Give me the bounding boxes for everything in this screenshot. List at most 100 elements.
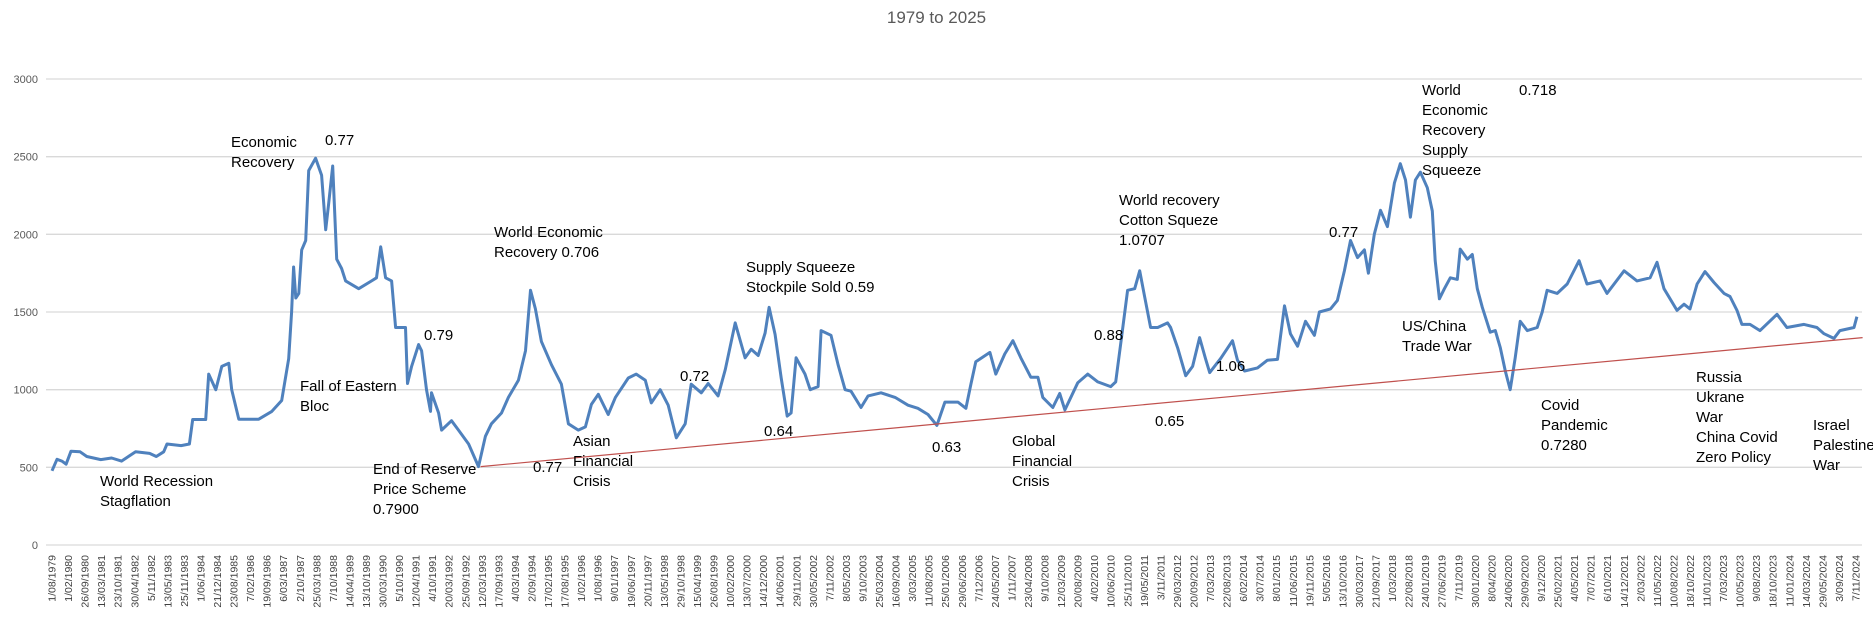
annotation-line: War	[1696, 409, 1723, 426]
x-tick-label: 6/10/2021	[1602, 555, 1614, 602]
x-tick-label: 16/09/2004	[891, 555, 903, 608]
x-tick-label: 27/06/2019	[1437, 555, 1449, 608]
annotation-line: Recovery	[1422, 122, 1486, 139]
x-tick-label: 29/09/2020	[1519, 555, 1531, 608]
x-tick-label: 2/03/2022	[1635, 555, 1647, 602]
x-tick-label: 7/12/2006	[973, 555, 985, 602]
y-tick-label: 1500	[14, 307, 38, 319]
chart-annotation: Israel Palestine War	[1813, 416, 1873, 476]
x-tick-label: 14/12/2000	[758, 555, 770, 608]
x-tick-label: 3/09/2024	[1834, 555, 1846, 602]
annotation-line: 0.79	[424, 327, 454, 344]
chart-annotation: Global Financial Crisis	[1012, 432, 1072, 492]
x-tick-label: 14/03/2024	[1801, 555, 1813, 608]
y-axis-tick-labels: 0 500 1000 1500 2000 2500 3000	[14, 74, 38, 552]
gridlines	[46, 78, 1862, 546]
x-tick-label: 29/10/1998	[675, 555, 687, 608]
annotation-line: 0.64	[764, 423, 794, 440]
annotation-line: 0.77	[1329, 224, 1359, 241]
annotation-line: 0.7280	[1541, 437, 1587, 454]
x-tick-label: 25/09/1992	[460, 555, 472, 608]
annotation-line: 1.06	[1216, 358, 1246, 375]
annotation-line: 0.77	[325, 132, 355, 149]
x-tick-label: 20/08/2009	[1073, 555, 1085, 608]
chart-title: 1979 to 2025	[886, 8, 987, 27]
price-series-line	[50, 156, 1859, 472]
annotation-line: Economic	[231, 134, 297, 151]
annotation-line: Cotton Squeze	[1119, 212, 1219, 229]
chart-annotation: World Recession Stagflation	[100, 472, 213, 512]
x-tick-label: 4/10/1991	[427, 555, 439, 602]
x-tick-label: 1/08/1996	[593, 555, 605, 602]
x-tick-label: 22/08/2013	[1222, 555, 1234, 608]
x-tick-label: 17/02/1995	[543, 555, 555, 608]
annotation-line: Covid	[1541, 397, 1580, 414]
x-tick-label: 13/05/1983	[162, 555, 174, 608]
x-tick-label: 10/06/2010	[1106, 555, 1118, 608]
annotation-line: End of Reserve	[373, 461, 477, 478]
x-tick-label: 30/01/2020	[1470, 555, 1482, 608]
annotation-line: Crisis	[1012, 473, 1050, 490]
x-tick-label: 20/09/2012	[1188, 555, 1200, 608]
x-tick-label: 18/10/2022	[1685, 555, 1697, 608]
x-tick-label: 5/10/1990	[394, 555, 406, 602]
x-tick-label: 11/01/2023	[1702, 555, 1714, 607]
x-tick-label: 5/11/1982	[146, 555, 158, 601]
x-tick-label: 26/08/1999	[709, 555, 721, 608]
chart-annotation: 1.06	[1216, 357, 1245, 377]
chart-annotation: 0.718	[1519, 81, 1557, 101]
chart-annotation: 0.65	[1155, 412, 1184, 432]
x-tick-label: 26/09/1980	[80, 555, 92, 608]
annotation-line: Crisis	[573, 473, 611, 490]
x-tick-label: 7/03/2023	[1718, 555, 1730, 602]
x-tick-label: 25/11/1983	[179, 555, 191, 607]
x-tick-label: 3/03/2005	[907, 555, 919, 602]
chart-annotation: Covid Pandemic 0.7280	[1541, 396, 1608, 456]
x-tick-label: 4/05/2021	[1569, 555, 1581, 602]
x-tick-label: 6/02/2014	[1238, 555, 1250, 602]
x-tick-label: 5/05/2016	[1321, 555, 1333, 602]
x-tick-label: 23/10/1981	[113, 555, 125, 608]
x-tick-label: 1/06/1984	[195, 555, 207, 602]
chart-annotation: World Economic Recovery Supply Squeeze	[1422, 81, 1488, 181]
x-tick-label: 19/05/2011	[1139, 555, 1151, 607]
x-tick-label: 29/06/2006	[957, 555, 969, 608]
annotation-line: World Recession	[100, 473, 214, 490]
x-tick-label: 12/03/2009	[1056, 555, 1068, 608]
chart-annotation: 0.77	[1329, 223, 1358, 243]
x-tick-label: 11/01/2024	[1784, 555, 1796, 607]
chart-annotation: 0.77	[533, 458, 562, 478]
chart-annotation: 0.88	[1094, 326, 1123, 346]
chart-annotation: 0.72	[680, 367, 709, 387]
x-tick-label: 14/12/2021	[1619, 555, 1631, 608]
x-tick-label: 10/08/2022	[1668, 555, 1680, 608]
x-tick-label: 21/09/2017	[1371, 555, 1383, 608]
annotation-line: Supply Squeeze	[746, 259, 856, 276]
chart-annotation: 0.64	[764, 422, 793, 442]
x-tick-label: 23/04/2008	[1023, 555, 1035, 608]
y-tick-label: 0	[32, 540, 38, 552]
chart-annotation: 0.77	[325, 131, 354, 151]
annotation-line: Bloc	[300, 398, 330, 415]
x-tick-label: 11/05/2022	[1652, 555, 1664, 607]
x-tick-label: 29/11/2001	[791, 555, 803, 607]
x-tick-label: 4/03/1994	[510, 555, 522, 602]
annotation-line: China Covid	[1696, 429, 1778, 446]
annotation-line: Zero Policy	[1696, 449, 1772, 466]
y-tick-label: 2000	[14, 229, 38, 241]
x-tick-label: 23/08/1985	[229, 555, 241, 608]
chart-annotation: US/China Trade War	[1402, 317, 1472, 357]
chart-annotation: Asian Financial Crisis	[573, 432, 633, 492]
x-tick-label: 29/05/2024	[1817, 555, 1829, 608]
chart-annotation: Supply Squeeze Stockpile Sold 0.59	[746, 258, 874, 298]
x-tick-label: 24/05/2007	[990, 555, 1002, 608]
annotation-line: Recovery	[231, 154, 295, 171]
x-tick-label: 2/09/1994	[526, 555, 538, 602]
x-tick-label: 7/02/1986	[245, 555, 257, 602]
x-tick-label: 14/06/2001	[775, 555, 787, 608]
x-tick-label: 19/11/2015	[1304, 555, 1316, 607]
x-tick-label: 11/08/2005	[924, 555, 936, 607]
x-tick-label: 9/08/2023	[1751, 555, 1763, 602]
annotation-line: Financial	[1012, 453, 1073, 470]
